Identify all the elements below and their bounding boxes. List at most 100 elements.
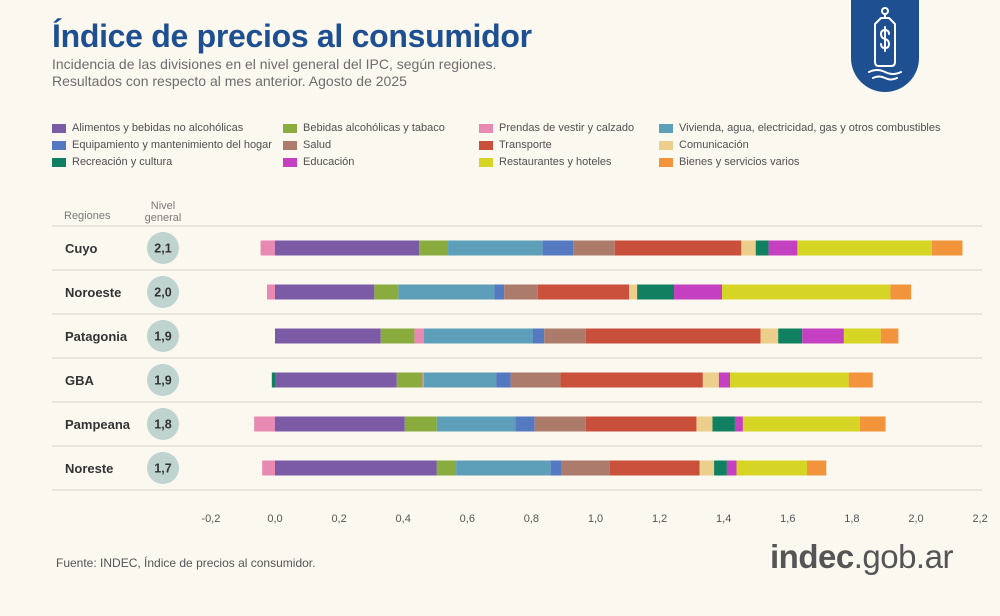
bar-segment <box>436 416 516 432</box>
bar-segment <box>254 416 275 432</box>
bar-segment <box>496 372 511 388</box>
bar-segment <box>456 460 551 476</box>
legend-item: Bebidas alcohólicas y tabaco <box>283 121 479 135</box>
logo-domain-text: .gob.ar <box>853 538 954 575</box>
level-badge <box>147 364 179 396</box>
region-label: Noroeste <box>65 285 121 300</box>
legend-swatch <box>52 140 66 150</box>
region-label: Cuyo <box>65 241 98 256</box>
legend-swatch <box>52 123 66 133</box>
bar-segment <box>275 372 397 388</box>
bar-segment <box>932 240 963 256</box>
legend-label: Recreación y cultura <box>72 156 173 168</box>
legend-label: Equipamiento y mantenimiento del hogar <box>72 139 272 151</box>
bar-segment <box>890 284 912 300</box>
bar-segment <box>741 240 756 256</box>
level-value: 1,8 <box>154 418 171 432</box>
bar-segment <box>702 372 719 388</box>
level-header-line-1: Nivel <box>151 200 175 212</box>
bar-segment <box>419 240 449 256</box>
bar-segment <box>414 328 425 344</box>
x-tick-label: 0,6 <box>460 513 475 525</box>
legend-swatch <box>659 157 673 167</box>
legend-label: Vivienda, agua, electricidad, gas y otro… <box>679 122 941 134</box>
bar-segment <box>859 416 886 432</box>
level-value: 2,1 <box>154 242 171 256</box>
legend-swatch <box>479 123 493 133</box>
legend-label: Transporte <box>499 139 552 151</box>
legend-item: Restaurantes y hoteles <box>479 155 659 169</box>
legend-label: Comunicación <box>679 139 749 151</box>
legend-label: Educación <box>303 156 355 168</box>
legend-swatch <box>52 157 66 167</box>
level-value: 1,7 <box>154 462 171 476</box>
bar-segment <box>726 460 737 476</box>
price-tag-badge <box>851 0 919 92</box>
legend-item: Salud <box>283 138 479 152</box>
bar-segment <box>561 460 610 476</box>
bar-segment <box>404 416 437 432</box>
bar-segment <box>802 328 844 344</box>
level-badge <box>147 408 179 440</box>
x-tick-label: -0,2 <box>201 513 220 525</box>
legend-label: Salud <box>303 139 332 151</box>
bar-segment <box>573 240 615 256</box>
bar-segment <box>436 460 457 476</box>
x-tick-label: 1,2 <box>652 513 667 525</box>
bar-segment <box>275 240 420 256</box>
bar-segment <box>424 372 497 388</box>
bar-segment <box>730 372 849 388</box>
legend-item: Transporte <box>479 138 659 152</box>
bar-segment <box>504 284 538 300</box>
bar-segment <box>534 416 586 432</box>
bar-segment <box>712 416 735 432</box>
legend-swatch <box>659 123 673 133</box>
chart-legend: Alimentos y bebidas no alcohólicas Bebida… <box>52 121 992 169</box>
x-tick-label: 1,4 <box>716 513 731 525</box>
bar-segment <box>718 372 731 388</box>
bar-segment <box>537 284 630 300</box>
bar-segment <box>422 372 425 388</box>
x-axis: -0,2 0,0 0,2 0,4 0,6 0,8 1,0 1,2 1,4 1,6 1,8 2,0 2,2 <box>201 513 987 525</box>
bar-segment <box>271 372 275 388</box>
bar-segment <box>848 372 873 388</box>
chart-rows: Cuyo 2,1 Noroeste 2,0 Patagonia 1,9 GBA 1,9 Pamp… <box>52 225 982 491</box>
x-tick-label: 1,6 <box>780 513 795 525</box>
legend-swatch <box>283 157 297 167</box>
bar-segment <box>424 328 534 344</box>
bar-segment <box>797 240 933 256</box>
bar-segment <box>736 460 808 476</box>
region-label: Pampeana <box>65 417 131 432</box>
bar-segment <box>734 416 743 432</box>
level-badge <box>147 452 179 484</box>
bar-segment <box>674 284 723 300</box>
bar-segment <box>374 284 399 300</box>
bar-segment <box>275 284 375 300</box>
level-value: 2,0 <box>154 286 171 300</box>
legend-label: Bienes y servicios varios <box>679 156 800 168</box>
x-tick-label: 1,0 <box>588 513 603 525</box>
legend-item: Vivienda, agua, electricidad, gas y otro… <box>659 121 959 135</box>
legend-item: Comunicación <box>659 138 959 152</box>
bar-segment <box>448 240 543 256</box>
legend-swatch <box>659 140 673 150</box>
bar-segment <box>843 328 881 344</box>
indec-logo: indec.gob.ar <box>770 538 953 576</box>
bar-segment <box>614 240 742 256</box>
legend-swatch <box>479 140 493 150</box>
region-label: Patagonia <box>65 329 128 344</box>
bar-segment <box>629 284 638 300</box>
regions-header: Regiones <box>64 210 111 222</box>
bar-segment <box>533 328 545 344</box>
legend-label: Prendas de vestir y calzado <box>499 122 635 134</box>
level-header-line-2: general <box>145 212 182 224</box>
bar-segment <box>760 328 779 344</box>
bar-segment <box>510 372 561 388</box>
region-label: Noreste <box>65 461 113 476</box>
x-tick-label: 1,8 <box>844 513 859 525</box>
logo-strong-text: indec <box>770 538 854 575</box>
bar-segment <box>544 328 586 344</box>
bar-segment <box>396 372 423 388</box>
x-tick-label: 0,0 <box>267 513 282 525</box>
